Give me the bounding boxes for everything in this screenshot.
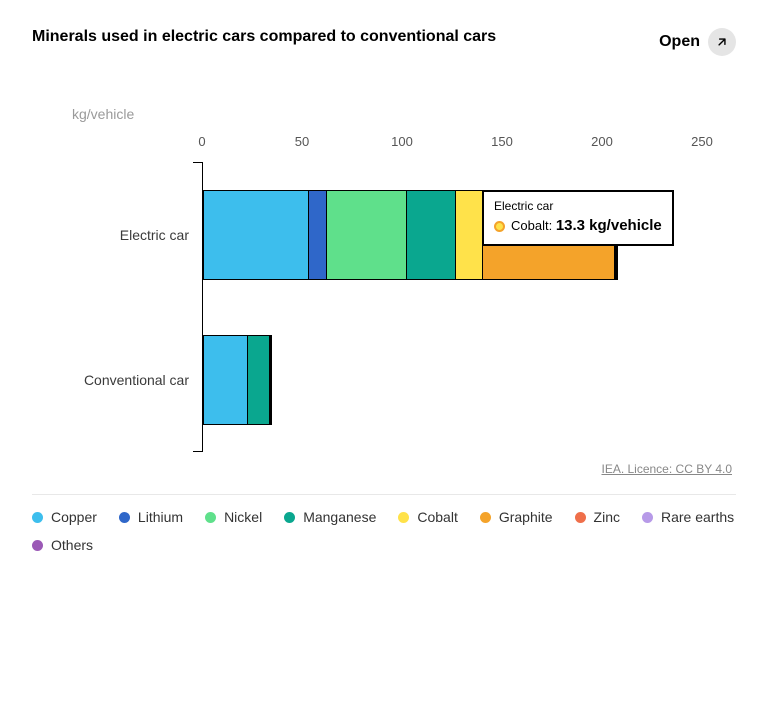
legend-label: Rare earths bbox=[661, 509, 734, 525]
tooltip-value: 13.3 kg/vehicle bbox=[556, 217, 662, 234]
legend-swatch-icon bbox=[398, 512, 409, 523]
row-label: Electric car bbox=[120, 227, 203, 243]
stacked-bar[interactable] bbox=[203, 335, 272, 425]
open-icon bbox=[708, 28, 736, 56]
legend: Copper Lithium Nickel Manganese Cobalt Graphi… bbox=[32, 509, 736, 553]
bar-segment-nickel[interactable] bbox=[327, 190, 407, 280]
bar-segment-lithium[interactable] bbox=[309, 190, 327, 280]
bar-segment-copper[interactable] bbox=[203, 335, 248, 425]
x-tick: 0 bbox=[198, 134, 205, 149]
legend-label: Manganese bbox=[303, 509, 376, 525]
legend-item-cobalt[interactable]: Cobalt bbox=[398, 509, 457, 525]
legend-item-lithium[interactable]: Lithium bbox=[119, 509, 183, 525]
legend-swatch-icon bbox=[480, 512, 491, 523]
open-label: Open bbox=[659, 33, 700, 51]
bar-segment-others[interactable] bbox=[271, 335, 272, 425]
x-tick: 200 bbox=[591, 134, 613, 149]
bar-segment-manganese[interactable] bbox=[407, 190, 456, 280]
row-label: Conventional car bbox=[84, 372, 203, 388]
legend-item-zinc[interactable]: Zinc bbox=[575, 509, 620, 525]
x-tick: 100 bbox=[391, 134, 413, 149]
legend-label: Others bbox=[51, 537, 93, 553]
x-tick: 150 bbox=[491, 134, 513, 149]
legend-swatch-icon bbox=[32, 512, 43, 523]
legend-swatch-icon bbox=[32, 540, 43, 551]
legend-label: Copper bbox=[51, 509, 97, 525]
legend-label: Cobalt bbox=[417, 509, 457, 525]
tooltip-mineral: Cobalt: 13.3 kg/vehicle bbox=[511, 216, 662, 236]
legend-swatch-icon bbox=[642, 512, 653, 523]
chart-title: Minerals used in electric cars compared … bbox=[32, 28, 496, 46]
x-tick: 250 bbox=[691, 134, 713, 149]
legend-label: Lithium bbox=[138, 509, 183, 525]
y-axis-unit: kg/vehicle bbox=[72, 106, 736, 122]
legend-item-manganese[interactable]: Manganese bbox=[284, 509, 376, 525]
legend-swatch-icon bbox=[119, 512, 130, 523]
legend-label: Nickel bbox=[224, 509, 262, 525]
legend-label: Graphite bbox=[499, 509, 553, 525]
open-button[interactable]: Open bbox=[659, 28, 736, 56]
divider bbox=[32, 494, 736, 495]
x-tick: 50 bbox=[295, 134, 309, 149]
tooltip-marker-icon bbox=[494, 221, 505, 232]
legend-item-rare_earths[interactable]: Rare earths bbox=[642, 509, 734, 525]
legend-item-nickel[interactable]: Nickel bbox=[205, 509, 262, 525]
chart-area: Electric carConventional car Electric ca… bbox=[202, 134, 732, 454]
legend-swatch-icon bbox=[205, 512, 216, 523]
legend-item-copper[interactable]: Copper bbox=[32, 509, 97, 525]
attribution-link[interactable]: IEA. Licence: CC BY 4.0 bbox=[32, 462, 736, 476]
tooltip-series: Electric car bbox=[494, 198, 662, 214]
legend-item-others[interactable]: Others bbox=[32, 537, 93, 553]
legend-item-graphite[interactable]: Graphite bbox=[480, 509, 553, 525]
bar-segment-cobalt[interactable] bbox=[456, 190, 483, 280]
legend-swatch-icon bbox=[575, 512, 586, 523]
legend-swatch-icon bbox=[284, 512, 295, 523]
bar-segment-copper[interactable] bbox=[203, 190, 309, 280]
legend-label: Zinc bbox=[594, 509, 620, 525]
bar-segment-manganese[interactable] bbox=[248, 335, 270, 425]
plot-area: Electric carConventional car bbox=[202, 162, 203, 452]
tooltip: Electric car Cobalt: 13.3 kg/vehicle bbox=[482, 190, 674, 246]
